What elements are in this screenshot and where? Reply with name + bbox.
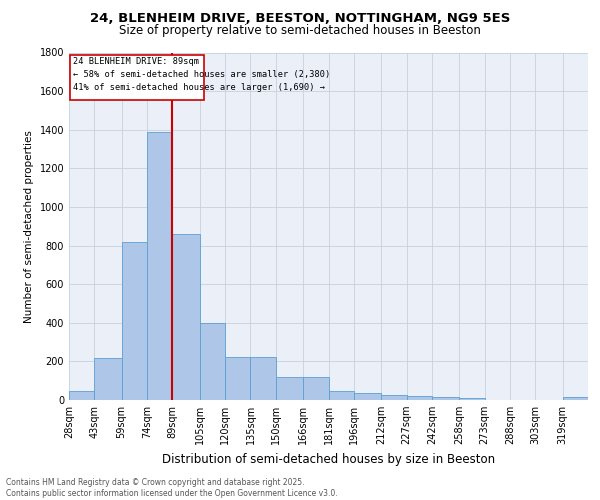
Bar: [354, 393, 381, 400]
Text: Contains HM Land Registry data © Crown copyright and database right 2025.
Contai: Contains HM Land Registry data © Crown c…: [6, 478, 338, 498]
Bar: [94, 358, 122, 400]
Text: Size of property relative to semi-detached houses in Beeston: Size of property relative to semi-detach…: [119, 24, 481, 37]
Bar: [200, 323, 225, 400]
Text: 24 BLENHEIM DRIVE: 89sqm
← 58% of semi-detached houses are smaller (2,380)
41% o: 24 BLENHEIM DRIVE: 89sqm ← 58% of semi-d…: [73, 57, 331, 92]
Bar: [432, 396, 459, 400]
Bar: [381, 395, 407, 400]
Bar: [70, 56, 204, 100]
Bar: [122, 242, 147, 400]
Y-axis label: Number of semi-detached properties: Number of semi-detached properties: [24, 130, 34, 322]
Bar: [303, 377, 329, 400]
Bar: [407, 396, 432, 400]
Bar: [329, 392, 354, 400]
Bar: [563, 397, 588, 400]
Text: 24, BLENHEIM DRIVE, BEESTON, NOTTINGHAM, NG9 5ES: 24, BLENHEIM DRIVE, BEESTON, NOTTINGHAM,…: [90, 12, 510, 26]
Bar: [147, 132, 172, 400]
Bar: [250, 356, 276, 400]
Bar: [225, 356, 250, 400]
Bar: [276, 377, 303, 400]
Bar: [69, 392, 94, 400]
Bar: [172, 234, 200, 400]
X-axis label: Distribution of semi-detached houses by size in Beeston: Distribution of semi-detached houses by …: [162, 452, 495, 466]
Bar: [459, 398, 485, 400]
